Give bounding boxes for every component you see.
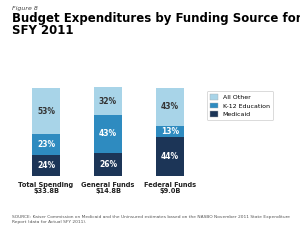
Text: 13%: 13% [161, 127, 179, 136]
Bar [94, 153, 122, 176]
Bar [32, 155, 60, 176]
Bar [94, 115, 122, 153]
Legend: All Other, K-12 Education, Medicaid: All Other, K-12 Education, Medicaid [207, 91, 273, 120]
Text: 44%: 44% [161, 152, 179, 161]
Text: $14.8B: $14.8B [95, 188, 121, 194]
Text: 23%: 23% [37, 140, 55, 149]
Text: 26%: 26% [99, 160, 117, 169]
Text: Budget Expenditures by Funding Source for Washington,: Budget Expenditures by Funding Source fo… [12, 12, 300, 25]
Text: $33.8B: $33.8B [33, 188, 59, 194]
Text: Federal Funds: Federal Funds [144, 182, 196, 188]
Text: 24%: 24% [37, 160, 55, 169]
Text: SFY 2011: SFY 2011 [12, 24, 74, 37]
Bar [94, 87, 122, 115]
Text: SOURCE: Kaiser Commission on Medicaid and the Uninsured estimates based on the N: SOURCE: Kaiser Commission on Medicaid an… [12, 215, 290, 224]
Text: 32%: 32% [99, 97, 117, 106]
Text: General Funds: General Funds [81, 182, 135, 188]
Bar [156, 126, 184, 137]
Bar [32, 88, 60, 134]
Text: 43%: 43% [161, 102, 179, 111]
Bar [32, 134, 60, 155]
Bar [156, 88, 184, 126]
Text: $9.0B: $9.0B [159, 188, 181, 194]
Text: Figure 8: Figure 8 [12, 6, 38, 11]
Text: 43%: 43% [99, 129, 117, 138]
Text: Total Spending: Total Spending [18, 182, 74, 188]
Bar [156, 137, 184, 176]
Text: 53%: 53% [37, 107, 55, 116]
